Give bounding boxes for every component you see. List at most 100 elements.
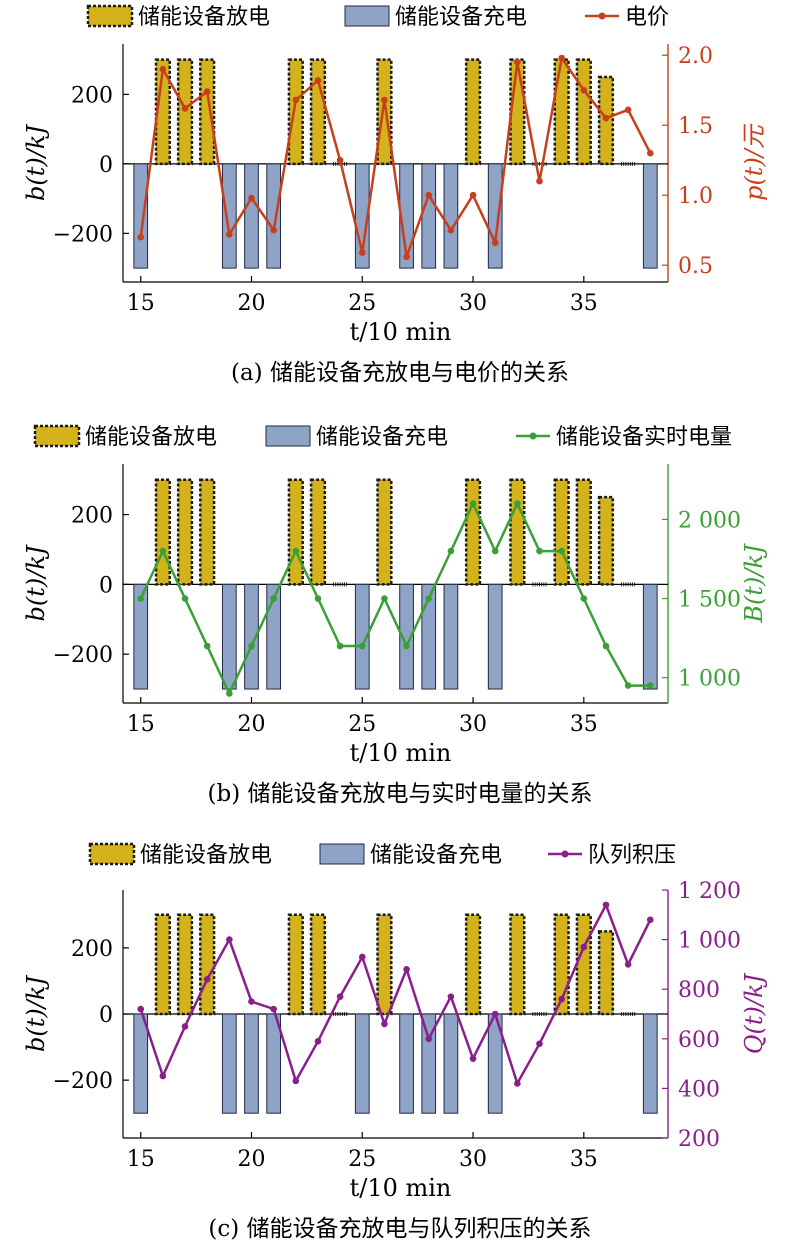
x-tick-label: 25 <box>348 291 376 316</box>
series-point <box>336 642 344 650</box>
discharge-bar <box>287 478 304 586</box>
series-point <box>381 595 388 602</box>
discharge-bar <box>553 478 570 586</box>
discharge-bar <box>287 58 304 166</box>
discharge-bar <box>309 478 327 586</box>
legend-swatch-marker <box>598 12 606 20</box>
discharge-bar <box>376 913 393 1016</box>
discharge-bar <box>176 913 194 1016</box>
x-tick-label: 35 <box>570 712 598 737</box>
series-point <box>159 547 167 555</box>
series-point <box>536 547 543 555</box>
discharge-bar <box>376 478 393 586</box>
series-point <box>226 231 233 238</box>
x-axis-label: t/10 min <box>350 318 452 346</box>
charge-bar <box>642 163 658 269</box>
chart-panel-1: 储能设备放电 储能设备充电 储能设备实时电量 15 20 25 30 35 200 0 −200 2 … <box>22 424 768 807</box>
y-right-tick-label: 1 000 <box>678 667 741 692</box>
series-point <box>270 595 277 602</box>
x-tick-label: 30 <box>459 712 487 737</box>
legend-label-line: 电价 <box>625 5 669 30</box>
y-right-tick-label: 2.0 <box>678 44 713 69</box>
series-point <box>314 77 322 84</box>
panel-caption: (a) 储能设备充放电与电价的关系 <box>231 360 569 386</box>
y-right-label: p(t)/元 <box>740 123 768 201</box>
series-point <box>358 249 366 256</box>
legend-swatch-charge <box>319 843 365 865</box>
series-point <box>491 547 499 555</box>
y-left-label: b(t)/kJ <box>22 124 50 201</box>
series-point <box>314 1037 322 1045</box>
charge-bar <box>642 1013 658 1114</box>
series-point <box>270 1005 277 1013</box>
charge-bar <box>133 1013 149 1114</box>
discharge-bar <box>376 58 393 166</box>
legend-swatch-charge <box>265 425 311 447</box>
charge-bar <box>266 583 282 690</box>
series-point <box>425 595 433 602</box>
x-tick-label: 20 <box>237 291 265 316</box>
y-left-tick-label: 0 <box>99 153 113 178</box>
legend-swatch-discharge <box>33 424 81 448</box>
legend-label-line: 储能设备实时电量 <box>556 425 732 450</box>
series-point <box>381 96 388 104</box>
discharge-bar <box>154 913 171 1016</box>
y-right-tick-label: 2 000 <box>678 508 741 533</box>
series-point <box>292 1077 300 1085</box>
y-left-tick-label: −200 <box>53 1069 113 1094</box>
charge-bar <box>642 583 658 690</box>
discharge-bar <box>575 478 592 586</box>
x-axis-label: t/10 min <box>350 1174 452 1202</box>
charge-bar <box>421 1013 437 1114</box>
series-point <box>137 1005 145 1013</box>
charge-bar <box>354 1013 370 1114</box>
series-point <box>558 995 565 1003</box>
legend-label-line: 队列积压 <box>588 843 676 868</box>
series-point <box>137 595 145 602</box>
y-right-tick-label: 0.5 <box>678 254 713 279</box>
series-point <box>381 1020 388 1028</box>
charge-bar <box>354 583 370 690</box>
series-point <box>159 65 167 73</box>
series-point <box>580 86 588 94</box>
x-tick-label: 15 <box>127 1147 155 1172</box>
y-right-label: B(t)/kJ <box>740 543 768 624</box>
x-tick-label: 20 <box>237 1147 265 1172</box>
series-point <box>203 975 211 983</box>
series-point <box>447 547 455 555</box>
series-point <box>425 1035 433 1043</box>
y-left-label: b(t)/kJ <box>22 544 50 621</box>
legend-label-charge: 储能设备充电 <box>316 425 448 450</box>
x-tick-label: 15 <box>127 291 155 316</box>
discharge-bar <box>464 58 482 166</box>
charge-bar <box>399 1013 414 1114</box>
series-point <box>558 54 565 62</box>
series-point <box>580 595 588 602</box>
series-point <box>403 642 410 650</box>
series-line <box>139 502 651 695</box>
discharge-bar <box>553 58 570 166</box>
charge-bar <box>487 163 503 269</box>
discharge-bar <box>309 58 327 166</box>
legend-swatch-discharge <box>86 4 134 28</box>
chart-panel-0: 储能设备放电 储能设备充电 电价 15 20 25 30 35 200 0 −200 2.0 1.5 1.… <box>22 4 768 386</box>
x-tick-label: 35 <box>570 291 598 316</box>
charge-bar <box>421 583 437 690</box>
y-right-tick-label: 1.0 <box>678 184 713 209</box>
series-point <box>292 547 300 555</box>
charge-bar <box>443 1013 459 1114</box>
charge-bar <box>266 1013 282 1114</box>
legend-swatch-discharge <box>88 842 136 866</box>
series-point <box>203 88 211 95</box>
series-point <box>624 961 632 968</box>
charge-bar <box>266 163 282 269</box>
series-point <box>358 953 366 961</box>
discharge-bar <box>176 58 194 166</box>
y-right-tick-label: 200 <box>678 1127 720 1152</box>
series-point <box>536 177 543 185</box>
legend-swatch-marker <box>561 850 569 858</box>
series-point <box>469 500 477 507</box>
discharge-bar <box>509 913 526 1016</box>
charge-bar <box>421 163 437 269</box>
